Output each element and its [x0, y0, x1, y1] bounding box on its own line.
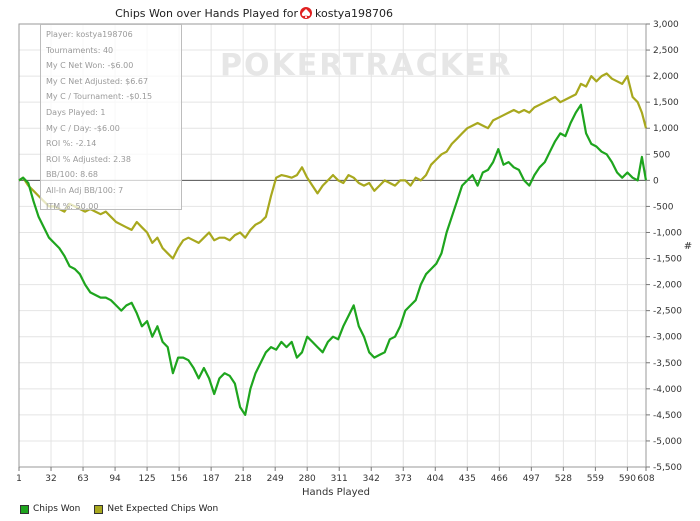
stat-days-played: Days Played: 1: [46, 107, 106, 117]
stats-panel: Player: kostya198706 Tournaments: 40 My …: [40, 24, 182, 211]
stat-net-won: My C Net Won: -$6.00: [46, 61, 134, 71]
y-tick-label: -5,500: [653, 463, 682, 473]
stat-bb100: BB/100: 8.68: [46, 170, 98, 180]
x-tick-label: 125: [138, 474, 155, 484]
legend-swatch-net-expected: [94, 504, 104, 514]
y-tick-label: 2,000: [653, 72, 679, 82]
legend: Chips Won Net Expected Chips Won: [20, 500, 232, 518]
stat-tournaments: Tournaments: 40: [46, 45, 114, 55]
y-tick-label: -500: [653, 202, 674, 212]
x-tick-label: 1: [16, 474, 22, 484]
stat-roi: ROI %: -2.14: [46, 139, 97, 149]
y-tick-label: 0: [653, 176, 659, 186]
x-tick-label: 156: [171, 474, 188, 484]
stat-per-day: My C / Day: -$6.00: [46, 123, 120, 133]
x-tick-label: 528: [555, 474, 572, 484]
x-tick-label: 187: [203, 474, 220, 484]
x-tick-label: 559: [587, 474, 604, 484]
series-line-net-expected-chips-won: [18, 72, 648, 260]
x-tick-label: 373: [395, 474, 412, 484]
pokerstars-spade-icon: [300, 7, 312, 19]
x-tick-label: 404: [427, 474, 444, 484]
stat-roi-adjusted: ROI % Adjusted: 2.38: [46, 154, 131, 164]
legend-item-chips-won[interactable]: Chips Won: [20, 504, 80, 514]
x-tick-label: 342: [363, 474, 380, 484]
x-tick-label: 435: [459, 474, 476, 484]
x-tick-label: 280: [299, 474, 316, 484]
x-tick-label: 466: [491, 474, 508, 484]
y-tick-label: -3,000: [653, 333, 682, 343]
y-tick-label: 1,500: [653, 98, 679, 108]
y-tick-label: -1,000: [653, 228, 682, 238]
x-tick-label: 63: [77, 474, 88, 484]
y-tick-label: -2,000: [653, 281, 682, 291]
y-tick-label: -4,000: [653, 385, 682, 395]
y-tick-label: -4,500: [653, 411, 682, 421]
y-tick-label: -3,500: [653, 359, 682, 369]
x-tick-label: 218: [235, 474, 252, 484]
x-tick-label: 32: [45, 474, 56, 484]
plot-border: [18, 23, 647, 468]
x-tick-label: 94: [109, 474, 121, 484]
y-tick-label: -1,500: [653, 255, 682, 265]
y-axis-label: #: [684, 241, 692, 252]
stat-player: Player: kostya198706: [46, 30, 133, 39]
stat-per-tournament: My C / Tournament: -$0.15: [46, 92, 153, 102]
legend-swatch-chips-won: [20, 504, 29, 514]
legend-label-net-expected: Net Expected Chips Won: [107, 504, 219, 514]
series-group: [18, 72, 648, 416]
x-tick-label: 497: [523, 474, 540, 484]
x-tick-label: 590: [619, 474, 636, 484]
series-line-chips-won: [18, 103, 648, 416]
x-tick-label: 249: [267, 474, 284, 484]
y-axis: 3,000 2,500 2,000 1,500 1,000 500 0 -500 -1,000 -…: [646, 20, 682, 473]
stat-itm: ITM %: 50.00: [46, 201, 99, 211]
legend-item-net-expected[interactable]: Net Expected Chips Won: [94, 504, 218, 514]
watermark-text: POKERTRACKER: [220, 48, 513, 83]
y-tick-label: 2,500: [653, 46, 679, 56]
y-tick-label: 500: [653, 150, 670, 160]
chart-title: Chips Won over Hands Played for: [115, 7, 298, 20]
x-tick-label: 608: [637, 474, 654, 484]
y-tick-label: 3,000: [653, 20, 679, 30]
legend-label-chips-won: Chips Won: [33, 504, 81, 514]
y-tick-label: -2,500: [653, 307, 682, 317]
stat-allin-bb100: All-In Adj BB/100: 7: [46, 185, 124, 195]
x-tick-label: 311: [331, 474, 348, 484]
stat-net-adjusted: My C Net Adjusted: $6.67: [46, 76, 149, 86]
y-tick-label: -5,000: [653, 437, 682, 447]
x-axis: 1 32 63 94 125 156 187 218 249 280 311 342 373 404 435…: [16, 467, 655, 484]
player-name: kostya198706: [315, 7, 393, 20]
y-tick-label: 1,000: [653, 124, 679, 134]
x-axis-label: Hands Played: [302, 487, 370, 498]
